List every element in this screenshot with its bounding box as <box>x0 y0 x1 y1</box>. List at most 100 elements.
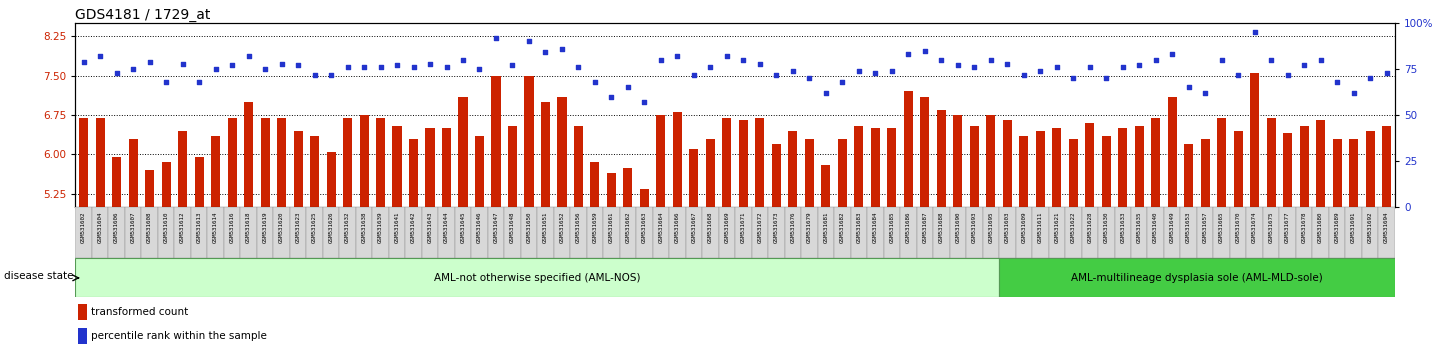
Point <box>1128 63 1151 68</box>
Bar <box>241 207 257 258</box>
Point <box>1243 29 1266 35</box>
Bar <box>80 118 88 207</box>
Text: GSM531614: GSM531614 <box>213 211 217 243</box>
Point <box>122 66 145 72</box>
Bar <box>706 139 715 207</box>
Bar <box>999 258 1395 297</box>
Point <box>798 75 821 81</box>
Text: GSM531621: GSM531621 <box>1054 211 1060 243</box>
Point <box>303 72 326 78</box>
Bar <box>1167 97 1177 207</box>
Text: GSM531669: GSM531669 <box>725 211 729 243</box>
Bar <box>735 207 751 258</box>
Bar <box>1032 207 1048 258</box>
Bar <box>854 126 863 207</box>
Bar <box>1048 207 1064 258</box>
Bar <box>619 207 637 258</box>
Bar <box>1279 207 1296 258</box>
Point <box>1012 72 1035 78</box>
Bar <box>1098 207 1115 258</box>
Bar <box>141 207 158 258</box>
Text: GSM531685: GSM531685 <box>889 211 895 243</box>
Text: GSM531663: GSM531663 <box>642 211 647 243</box>
Point <box>1343 90 1366 96</box>
Text: GSM531635: GSM531635 <box>1137 211 1141 243</box>
Bar <box>1064 207 1082 258</box>
Bar <box>1135 126 1144 207</box>
Bar <box>903 91 914 207</box>
Bar <box>261 118 270 207</box>
Text: GSM531632: GSM531632 <box>345 211 349 243</box>
Bar <box>986 115 995 207</box>
Bar <box>389 207 405 258</box>
Bar <box>1069 139 1077 207</box>
Bar <box>306 207 323 258</box>
Point <box>1111 64 1134 70</box>
Point <box>386 63 409 68</box>
Point <box>1375 70 1398 75</box>
Text: GSM531603: GSM531603 <box>1005 211 1009 243</box>
Point <box>518 39 541 44</box>
Text: AML-not otherwise specified (AML-NOS): AML-not otherwise specified (AML-NOS) <box>434 273 641 283</box>
Bar <box>194 157 203 207</box>
Text: GSM531626: GSM531626 <box>329 211 334 243</box>
Bar <box>755 118 764 207</box>
Text: GSM531643: GSM531643 <box>428 211 432 243</box>
Bar <box>851 207 867 258</box>
Text: GSM531613: GSM531613 <box>197 211 202 243</box>
Bar <box>1250 73 1259 207</box>
Bar <box>1346 207 1362 258</box>
Text: GSM531656: GSM531656 <box>576 211 581 243</box>
Bar <box>921 97 929 207</box>
Text: GSM531695: GSM531695 <box>989 211 993 243</box>
Point <box>732 57 755 63</box>
Bar <box>1214 207 1230 258</box>
Text: GSM531609: GSM531609 <box>1021 211 1027 243</box>
Bar <box>838 139 847 207</box>
Bar <box>1019 136 1028 207</box>
Bar <box>805 139 813 207</box>
Bar <box>125 207 141 258</box>
Bar <box>310 136 319 207</box>
Point <box>715 53 738 59</box>
Bar <box>1263 207 1279 258</box>
Point <box>896 51 919 57</box>
Point <box>1079 64 1102 70</box>
Bar <box>1102 136 1111 207</box>
Bar <box>178 131 187 207</box>
Bar <box>1147 207 1164 258</box>
Text: GSM531689: GSM531689 <box>1334 211 1340 243</box>
Text: GSM531625: GSM531625 <box>312 211 318 243</box>
Bar <box>1362 207 1379 258</box>
Text: GSM531639: GSM531639 <box>378 211 383 243</box>
Point <box>287 63 310 68</box>
Bar <box>821 165 831 207</box>
Point <box>815 90 838 96</box>
Bar <box>900 207 916 258</box>
Bar <box>970 126 979 207</box>
Bar <box>800 207 818 258</box>
Bar <box>719 207 735 258</box>
Text: GSM531694: GSM531694 <box>1385 211 1389 243</box>
Bar <box>1131 207 1147 258</box>
Bar <box>1085 123 1095 207</box>
Point <box>748 61 771 66</box>
Bar <box>1015 207 1032 258</box>
Point <box>500 63 523 68</box>
Bar <box>96 118 104 207</box>
Bar <box>1053 128 1061 207</box>
Point <box>1028 68 1051 74</box>
Text: GSM531641: GSM531641 <box>394 211 400 243</box>
Point <box>1359 75 1382 81</box>
Text: GSM531640: GSM531640 <box>1153 211 1159 243</box>
Bar <box>75 258 999 297</box>
Bar <box>722 118 731 207</box>
Point <box>270 61 293 66</box>
Text: GSM531672: GSM531672 <box>757 211 763 243</box>
Bar <box>554 207 570 258</box>
Point <box>402 64 425 70</box>
Bar <box>1299 126 1309 207</box>
Point <box>1160 51 1183 57</box>
Bar <box>834 207 851 258</box>
Point <box>1177 85 1201 90</box>
